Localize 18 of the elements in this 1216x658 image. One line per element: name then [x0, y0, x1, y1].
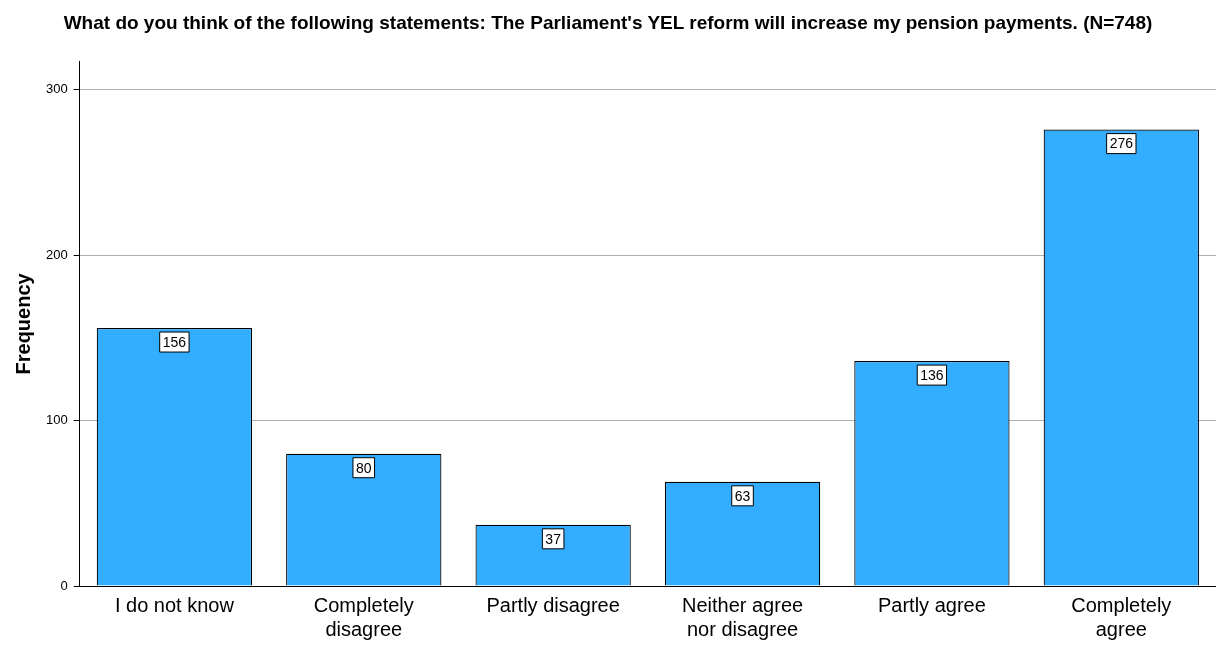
data-label: 276 — [1109, 135, 1134, 152]
x-tick-label: I do not know — [114, 593, 235, 616]
y-tick-label: 300 — [45, 81, 68, 97]
x-tick-label: Partly disagree — [486, 593, 620, 616]
x-tick-label: Completely disagree — [313, 593, 414, 640]
y-tick-label: 100 — [45, 412, 68, 428]
data-label: 136 — [920, 366, 944, 383]
data-label: 156 — [162, 333, 187, 350]
y-tick-label: 200 — [45, 246, 68, 262]
data-label: 63 — [734, 487, 751, 504]
y-tick-label: 0 — [60, 577, 68, 593]
x-tick-label: Neither agree nor disagree — [681, 593, 804, 640]
x-tick-label: Completely agree — [1071, 593, 1172, 640]
data-label: 80 — [355, 459, 372, 476]
x-tick-label: Partly agree — [878, 593, 986, 616]
chart-title: What do you think of the following statements: The Parliament's YEL reform will increase my pension payments. (N=748) — [62, 11, 1154, 35]
y-axis-title: Frequency — [11, 272, 34, 375]
data-label: 37 — [545, 530, 562, 547]
